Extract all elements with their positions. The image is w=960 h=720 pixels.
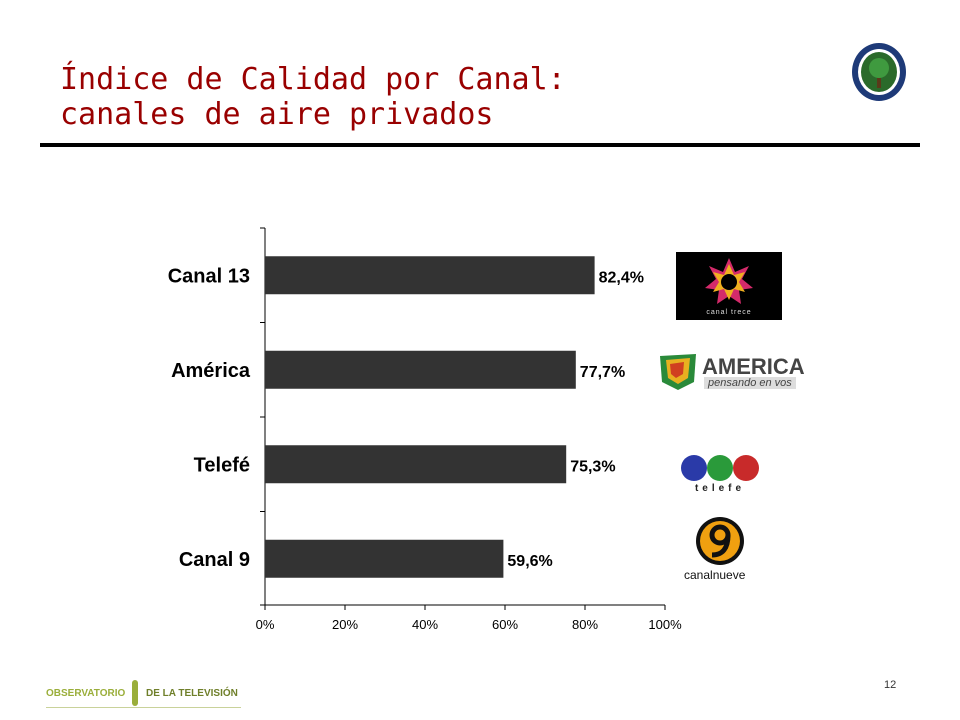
- footer-separator: [132, 680, 138, 706]
- footer-underline: [46, 707, 241, 708]
- bar: [265, 256, 595, 295]
- bar: [265, 445, 567, 484]
- value-label: 59,6%: [507, 553, 552, 570]
- bar: [265, 350, 576, 389]
- title-line-2: canales de aire privados: [60, 97, 494, 132]
- category-label: América: [171, 360, 251, 382]
- x-tick-label: 80%: [572, 617, 598, 632]
- title-divider: [40, 143, 920, 147]
- category-label: Telefé: [194, 454, 250, 476]
- x-tick-label: 100%: [648, 617, 682, 632]
- value-label: 75,3%: [570, 458, 615, 475]
- america-logo-word: AMERICA: [702, 354, 805, 379]
- value-label: 82,4%: [599, 269, 644, 286]
- bar: [265, 539, 504, 578]
- category-label: Canal 13: [168, 265, 250, 287]
- x-tick-label: 40%: [412, 617, 438, 632]
- footer-television: DE LA TELEVISIÓN: [146, 688, 238, 699]
- canal13-logo: canal trece: [676, 252, 782, 320]
- america-shield-icon: [660, 354, 696, 390]
- telefe-logo: telefe: [672, 452, 768, 498]
- telefe-spheres-icon: [681, 455, 759, 481]
- telefe-logo-word: telefe: [694, 483, 746, 494]
- category-label: Canal 9: [179, 549, 250, 571]
- america-logo-tagline: pensando en vos: [704, 377, 796, 389]
- america-logo: AMERICA pensando en vos: [656, 352, 805, 392]
- x-tick-label: 0%: [256, 617, 275, 632]
- canal13-logo-text: canal trece: [706, 309, 752, 316]
- value-label: 77,7%: [580, 364, 625, 381]
- page-title: Índice de Calidad por Canal: canales de …: [60, 62, 566, 132]
- title-line-1: Índice de Calidad por Canal:: [60, 62, 566, 97]
- page-number: 12: [884, 679, 897, 691]
- footer-observatorio: OBSERVATORIO: [46, 688, 126, 699]
- canal9-logo-word: canalnueve: [684, 568, 746, 582]
- x-tick-label: 60%: [492, 617, 518, 632]
- canal9-logo: canalnueve: [684, 515, 756, 582]
- university-seal-icon: [852, 43, 906, 101]
- canal13-star-icon: [705, 258, 753, 304]
- canal9-circle-icon: [696, 517, 744, 565]
- x-tick-label: 20%: [332, 617, 358, 632]
